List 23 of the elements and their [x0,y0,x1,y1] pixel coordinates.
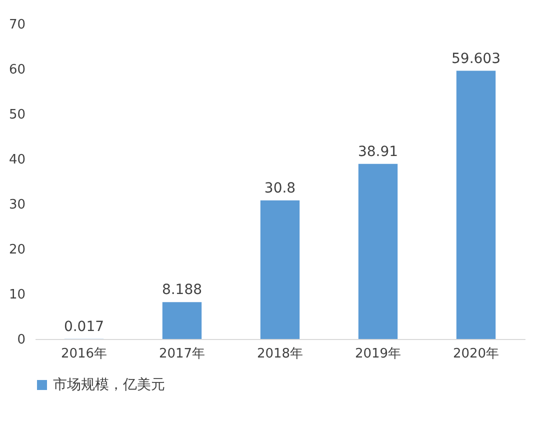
data-label: 0.017 [64,318,104,335]
data-label: 59.603 [452,50,500,67]
x-tick-label: 2016年 [60,346,108,362]
y-tick-label: 30 [8,198,26,212]
bar [260,200,300,339]
legend-label: 市场规模，亿美元 [53,377,165,393]
x-tick-label: 2019年 [354,346,402,362]
data-label: 38.91 [358,144,398,160]
x-tick-label: 2020年 [452,346,500,362]
bar [162,302,202,339]
y-tick-label: 50 [8,108,26,122]
y-tick-label: 70 [8,18,26,32]
x-tick-label: 2018年 [256,346,304,362]
y-tick-label: 20 [8,242,26,258]
y-tick-label: 40 [8,152,26,168]
x-tick-label: 2017年 [158,346,206,362]
bar [456,70,496,339]
y-tick-label: 0 [17,332,26,348]
data-label: 8.188 [162,282,202,298]
y-tick-label: 60 [8,62,26,78]
bar [358,164,398,339]
data-label: 30.8 [264,180,296,196]
y-tick-label: 10 [8,288,26,302]
